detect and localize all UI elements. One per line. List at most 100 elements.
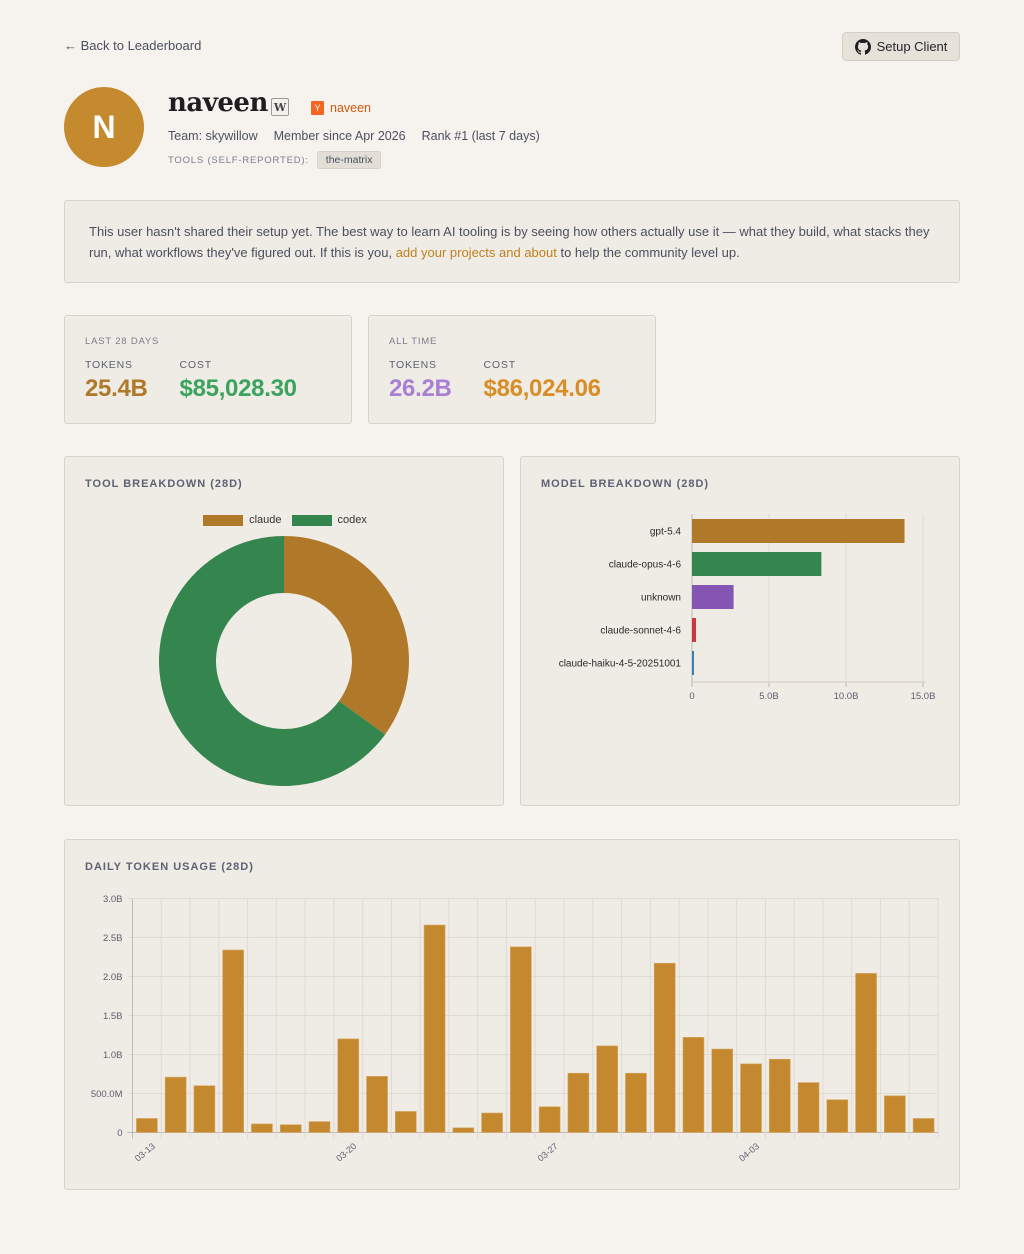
hackernews-link[interactable]: Y naveen <box>311 101 371 115</box>
daily-bar-04-05[interactable] <box>797 1082 820 1133</box>
tools-row: TOOLS (SELF-REPORTED): the-matrix <box>168 151 382 169</box>
back-to-leaderboard-link[interactable]: ← Back to Leaderboard <box>64 38 202 53</box>
hackernews-icon: Y <box>311 101 324 115</box>
cost-label: COST <box>483 359 516 371</box>
add-projects-link[interactable]: add your projects and about <box>395 245 557 260</box>
profile-meta: Team: skywillow Member since Apr 2026 Ra… <box>168 129 540 143</box>
stats-card-title: ALL TIME <box>389 336 438 347</box>
setup-client-button[interactable]: Setup Client <box>842 32 960 61</box>
daily-bar-03-14[interactable] <box>164 1076 187 1133</box>
y-tick-label: unknown <box>641 593 681 604</box>
x-tick-label: 15.0B <box>911 691 936 702</box>
tool-legend: claude codex <box>135 514 435 526</box>
daily-bar-03-16[interactable] <box>222 949 244 1133</box>
legend-label: claude <box>249 514 282 526</box>
tokens-label: TOKENS <box>85 359 133 371</box>
daily-bar-03-17[interactable] <box>251 1123 273 1133</box>
bar-claude-opus-4-6[interactable] <box>692 552 822 576</box>
daily-bar-04-01[interactable] <box>682 1037 705 1133</box>
model-breakdown-title: MODEL BREAKDOWN (28D) <box>541 478 710 490</box>
legend-swatch <box>203 514 244 526</box>
daily-bar-chart: 0 500.0M 1.0B 1.5B 2.0B 2.5B 3.0B 03-13 03-20 03-… <box>91 894 939 1163</box>
username: naveen <box>168 88 268 118</box>
daily-bar-03-27[interactable] <box>538 1106 561 1133</box>
y-tick-label: claude-sonnet-4-6 <box>600 626 681 637</box>
rank-label: Rank #1 (last 7 days) <box>421 129 540 143</box>
notice-text-end: to help the community level up. <box>556 245 740 260</box>
x-tick-label: 03-27 <box>536 1141 560 1163</box>
daily-usage-title: DAILY TOKEN USAGE (28D) <box>85 861 254 873</box>
daily-bar-04-09[interactable] <box>912 1118 935 1133</box>
y-tick-label: 1.0B <box>103 1050 123 1061</box>
legend-item-claude[interactable]: claude <box>203 514 282 526</box>
x-tick-label: 04-03 <box>737 1141 761 1163</box>
setup-client-label: Setup Client <box>876 39 948 54</box>
legend-label: codex <box>337 514 367 526</box>
tool-breakdown-title: TOOL BREAKDOWN (28D) <box>85 478 243 490</box>
y-tick-label: 3.0B <box>103 894 123 905</box>
bar-gpt-5.4[interactable] <box>692 519 905 543</box>
daily-bar-03-23[interactable] <box>423 924 446 1133</box>
member-since: Member since Apr 2026 <box>273 129 406 143</box>
donut-slice-codex[interactable] <box>159 536 386 786</box>
x-tick-label: 03-13 <box>133 1141 157 1163</box>
y-tick-label: claude-opus-4-6 <box>609 560 682 571</box>
daily-bar-04-04[interactable] <box>768 1058 791 1133</box>
x-tick-label: 0 <box>689 691 694 702</box>
stats-card-28d: LAST 28 DAYS TOKENS 25.4B COST $85,028.3… <box>64 315 352 424</box>
daily-bar-04-02[interactable] <box>711 1048 734 1133</box>
daily-bar-03-15[interactable] <box>193 1085 216 1133</box>
y-tick-label: 2.0B <box>103 972 123 983</box>
daily-bar-03-22[interactable] <box>394 1111 417 1133</box>
cost-value: $85,028.30 <box>179 375 297 402</box>
y-tick-label: 0 <box>117 1128 122 1139</box>
daily-bar-03-25[interactable] <box>481 1112 503 1133</box>
daily-bar-03-26[interactable] <box>510 946 532 1133</box>
cost-value: $86,024.06 <box>483 375 601 402</box>
stats-card-all-time: ALL TIME TOKENS 26.2B COST $86,024.06 <box>368 315 656 424</box>
daily-bar-03-20[interactable] <box>337 1038 360 1133</box>
x-tick-label: 10.0B <box>834 691 859 702</box>
x-tick-label: 03-20 <box>334 1141 358 1163</box>
setup-notice: This user hasn't shared their setup yet.… <box>64 200 960 283</box>
donut-slice-claude[interactable] <box>284 536 410 735</box>
daily-bar-03-28[interactable] <box>567 1072 590 1133</box>
notice-text: This user hasn't shared their setup yet.… <box>89 224 930 260</box>
daily-bar-03-19[interactable] <box>308 1121 331 1133</box>
daily-bar-03-31[interactable] <box>653 962 676 1133</box>
tool-chip: the-matrix <box>316 151 382 169</box>
bar-claude-sonnet-4-6[interactable] <box>692 618 697 642</box>
stats-card-title: LAST 28 DAYS <box>85 336 160 347</box>
daily-bar-03-18[interactable] <box>279 1124 302 1133</box>
daily-bar-04-06[interactable] <box>826 1099 849 1133</box>
daily-bar-03-21[interactable] <box>366 1076 388 1133</box>
y-tick-label: claude-haiku-4-5-20251001 <box>559 659 682 670</box>
tokens-label: TOKENS <box>389 359 437 371</box>
x-tick-label: 5.0B <box>759 691 779 702</box>
legend-item-codex[interactable]: codex <box>291 514 367 526</box>
cost-label: COST <box>179 359 212 371</box>
daily-bar-03-29[interactable] <box>596 1045 618 1133</box>
team-label: Team: skywillow <box>168 129 258 143</box>
y-tick-label: gpt-5.4 <box>650 527 682 538</box>
tool-donut-chart <box>159 536 410 786</box>
model-breakdown-panel <box>520 456 960 806</box>
y-tick-label: 1.5B <box>103 1011 123 1022</box>
bar-claude-haiku-4-5-20251001[interactable] <box>692 651 694 675</box>
tokens-value: 25.4B <box>85 375 148 402</box>
github-icon <box>854 38 871 55</box>
daily-bar-03-13[interactable] <box>136 1118 158 1133</box>
website-badge-icon[interactable]: W <box>271 98 289 116</box>
tools-label: TOOLS (SELF-REPORTED): <box>168 154 309 166</box>
y-tick-label: 500.0M <box>91 1089 123 1100</box>
bar-unknown[interactable] <box>692 585 734 609</box>
legend-swatch <box>291 514 332 526</box>
avatar: N <box>64 87 144 167</box>
daily-bar-03-24[interactable] <box>452 1127 475 1133</box>
daily-bar-03-30[interactable] <box>625 1072 647 1133</box>
tokens-value: 26.2B <box>389 375 452 402</box>
daily-bar-04-07[interactable] <box>855 973 877 1133</box>
daily-bar-04-03[interactable] <box>740 1063 762 1133</box>
y-tick-label: 2.5B <box>103 933 123 944</box>
daily-bar-04-08[interactable] <box>884 1095 906 1133</box>
